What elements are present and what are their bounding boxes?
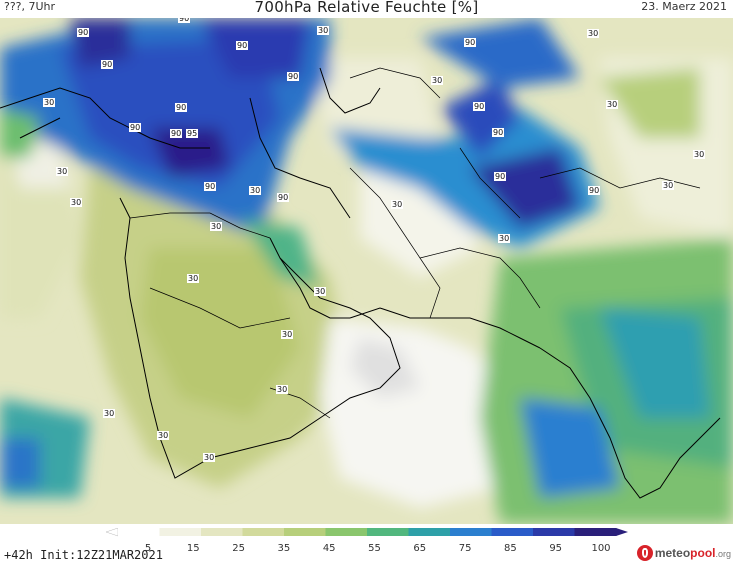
contour-label: 95 bbox=[186, 129, 199, 138]
footer-bar: 5 15 25 35 45 55 65 75 85 95 100 +42h Init:12Z21MA… bbox=[0, 524, 733, 566]
contour-label: 30 bbox=[103, 409, 116, 418]
colorbar-tick-label: 85 bbox=[504, 543, 517, 554]
colorbar-segment bbox=[574, 528, 617, 536]
brand-name: meteo bbox=[654, 546, 691, 560]
droplet-icon bbox=[636, 545, 653, 561]
contour-label: 90 bbox=[101, 60, 114, 69]
contour-label: 30 bbox=[317, 26, 330, 35]
run-info: +42h Init:12Z21MAR2021 bbox=[4, 548, 163, 562]
contour-label: 90 bbox=[494, 172, 507, 181]
colorbar-segments bbox=[118, 528, 617, 536]
brand-accent: pool bbox=[690, 546, 716, 560]
colorbar-tick-label: 25 bbox=[232, 543, 245, 554]
colorbar-segment bbox=[284, 528, 326, 536]
colorbar-segment bbox=[367, 528, 409, 536]
colorbar-tick-label: 15 bbox=[186, 543, 200, 554]
colorbar-left-arrow bbox=[106, 528, 119, 537]
colorbar-tick-label: 5 bbox=[144, 543, 152, 554]
map-canvas bbox=[0, 18, 733, 524]
contour-label: 30 bbox=[187, 274, 200, 283]
colorbar-right-arrow bbox=[616, 528, 628, 536]
contour-label: 30 bbox=[314, 287, 327, 296]
coastlines bbox=[0, 67, 721, 499]
contour-label: 90 bbox=[287, 72, 300, 81]
colorbar-segment bbox=[408, 528, 451, 536]
forecast-time-label: ???, 7Uhr bbox=[4, 0, 56, 13]
humidity-map[interactable]: 90 90 90 90 90 90 90 90 95 90 90 90 90 9… bbox=[0, 18, 733, 524]
contour-label: 30 bbox=[606, 100, 619, 109]
contour-label: 30 bbox=[391, 200, 404, 209]
contour-label: 90 bbox=[77, 28, 90, 37]
contour-label: 30 bbox=[587, 29, 600, 38]
contour-label: 30 bbox=[157, 431, 170, 440]
contour-label: 30 bbox=[203, 453, 216, 462]
contour-label: 90 bbox=[178, 18, 191, 23]
colorbar bbox=[106, 528, 628, 537]
contour-label: 30 bbox=[43, 98, 56, 107]
contour-label: 90 bbox=[204, 182, 217, 191]
country-borders bbox=[129, 67, 701, 419]
contour-label: 30 bbox=[249, 186, 262, 195]
contour-label: 90 bbox=[236, 41, 249, 50]
colorbar-tick-label: 55 bbox=[368, 543, 381, 554]
contour-label: 30 bbox=[210, 222, 223, 231]
contour-label: 30 bbox=[70, 198, 83, 207]
colorbar-segment bbox=[491, 528, 534, 536]
contour-label: 30 bbox=[276, 385, 289, 394]
colorbar-tick-label: 75 bbox=[458, 543, 472, 554]
chart-title: 700hPa Relative Feuchte [%] bbox=[254, 0, 479, 16]
humidity-field bbox=[0, 18, 733, 524]
forecast-date: 23. Maerz 2021 bbox=[641, 0, 727, 13]
contour-label: 90 bbox=[175, 103, 188, 112]
colorbar-tick-label: 45 bbox=[322, 543, 336, 554]
contour-label: 30 bbox=[662, 181, 675, 190]
colorbar-segment bbox=[450, 528, 492, 536]
contour-label: 30 bbox=[693, 150, 706, 159]
contour-label: 30 bbox=[56, 167, 69, 176]
colorbar-segment bbox=[201, 528, 243, 536]
colorbar-tick-label: 95 bbox=[549, 543, 563, 554]
contour-label: 90 bbox=[588, 186, 601, 195]
contour-label: 30 bbox=[281, 330, 294, 339]
colorbar-tick-label: 35 bbox=[277, 543, 291, 554]
colorbar-segment bbox=[325, 528, 368, 536]
brand-suffix: .org bbox=[715, 549, 731, 559]
contour-label: 90 bbox=[129, 123, 142, 132]
colorbar-segment bbox=[533, 528, 575, 536]
contour-label: 90 bbox=[277, 193, 290, 202]
colorbar-segment bbox=[118, 528, 160, 536]
colorbar-segment bbox=[242, 528, 285, 536]
contour-label: 90 bbox=[170, 129, 183, 138]
contour-label: 30 bbox=[431, 76, 444, 85]
contour-label: 90 bbox=[464, 38, 477, 47]
contour-label: 90 bbox=[473, 102, 486, 111]
contour-label: 90 bbox=[492, 128, 505, 137]
meteopool-logo[interactable]: meteopool.org bbox=[636, 542, 731, 564]
colorbar-tick-label: 100 bbox=[591, 543, 611, 554]
colorbar-segment bbox=[159, 528, 202, 536]
contour-label: 30 bbox=[498, 234, 511, 243]
header-bar: ???, 7Uhr 700hPa Relative Feuchte [%] 23… bbox=[0, 0, 733, 18]
colorbar-tick-label: 65 bbox=[413, 543, 427, 554]
